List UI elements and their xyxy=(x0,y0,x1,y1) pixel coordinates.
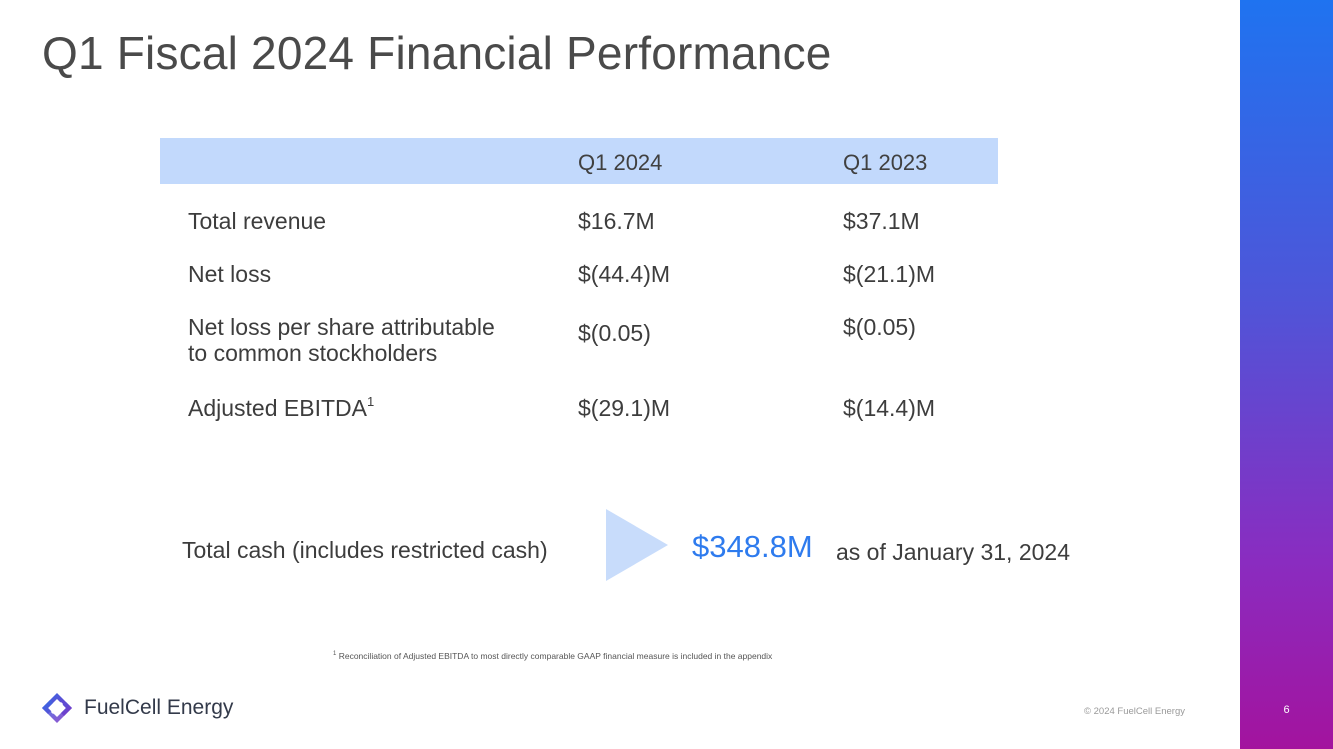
cell-net-loss-per-share-q1-2024: $(0.05) xyxy=(578,320,651,346)
footnote-text: Reconciliation of Adjusted EBITDA to mos… xyxy=(338,651,773,661)
footnote-marker: 1 xyxy=(366,394,375,409)
side-gradient-bar xyxy=(1240,0,1333,749)
total-cash-value: $348.8M xyxy=(692,529,813,564)
cell-total-revenue-q1-2024: $16.7M xyxy=(578,208,655,234)
cell-adjusted-ebitda-q1-2024: $(29.1)M xyxy=(578,395,671,421)
cell-net-loss-q1-2024: $(44.4)M xyxy=(578,261,671,287)
fuelcell-logo-icon xyxy=(42,693,72,723)
row-label-net-loss-per-share-line2: to common stockholders xyxy=(188,340,438,366)
table-header-row xyxy=(160,138,998,184)
row-label-adjusted-ebitda: Adjusted EBITDA1 xyxy=(188,394,375,421)
copyright-text: © 2024 FuelCell Energy xyxy=(1084,706,1185,717)
arrow-icon xyxy=(606,509,668,581)
total-cash-label: Total cash (includes restricted cash) xyxy=(182,537,548,563)
row-label-total-revenue: Total revenue xyxy=(188,208,327,234)
adjusted-ebitda-label-text: Adjusted EBITDA xyxy=(188,395,367,421)
total-cash-as-of: as of January 31, 2024 xyxy=(836,539,1070,565)
footnote: 1 Reconciliation of Adjusted EBITDA to m… xyxy=(333,651,772,661)
company-logo: FuelCell Energy xyxy=(40,691,233,725)
cell-total-revenue-q1-2023: $37.1M xyxy=(843,208,920,234)
footnote-number: 1 xyxy=(333,651,337,657)
column-header-q1-2023: Q1 2023 xyxy=(843,150,928,175)
logo-text: FuelCell Energy xyxy=(84,696,234,719)
row-label-net-loss: Net loss xyxy=(188,261,272,287)
column-header-q1-2024: Q1 2024 xyxy=(578,150,663,175)
page-number: 6 xyxy=(1283,704,1290,716)
cell-adjusted-ebitda-q1-2023: $(14.4)M xyxy=(843,395,936,421)
row-label-net-loss-per-share: Net loss per share attributable xyxy=(188,314,495,340)
cell-net-loss-q1-2023: $(21.1)M xyxy=(843,261,936,287)
slide-title: Q1 Fiscal 2024 Financial Performance xyxy=(42,27,832,79)
cell-net-loss-per-share-q1-2023: $(0.05) xyxy=(843,314,916,340)
